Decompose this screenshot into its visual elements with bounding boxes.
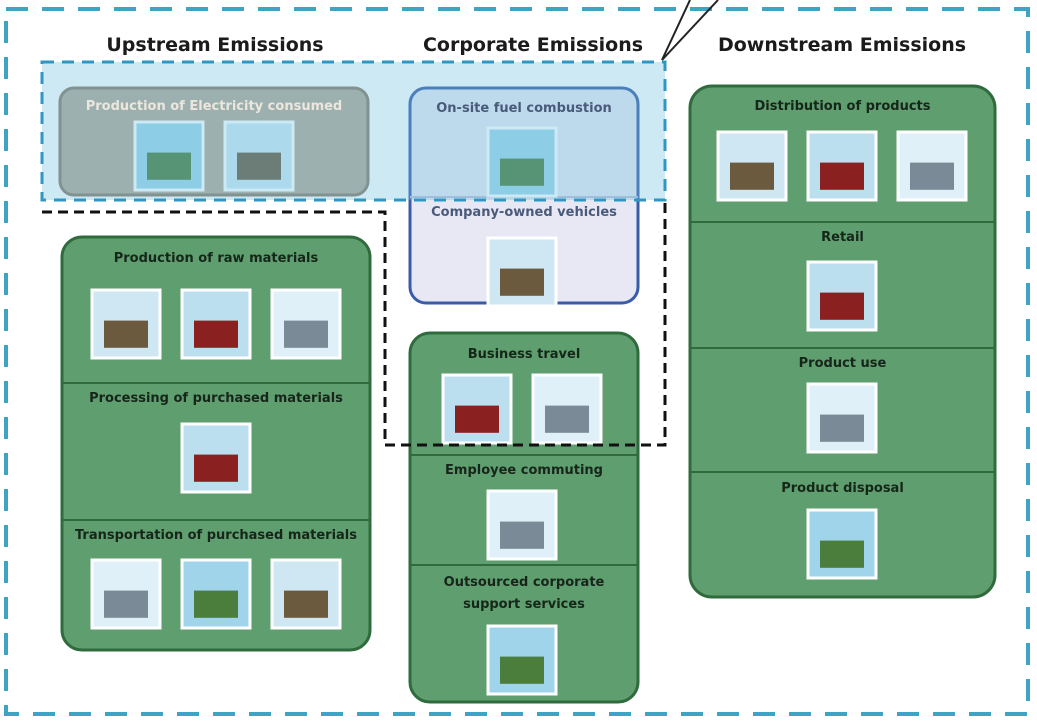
icon-part (820, 541, 864, 568)
column-heading: Upstream Emissions (106, 34, 323, 56)
section-label: Employee commuting (410, 460, 638, 482)
icon (718, 132, 786, 200)
icon-part (194, 591, 238, 618)
icon-part (545, 406, 589, 433)
icon-part (820, 415, 864, 442)
column-heading: Downstream Emissions (718, 34, 966, 56)
icon (182, 560, 250, 628)
scope2-highlight (42, 62, 665, 200)
icon (182, 424, 250, 492)
icon (92, 290, 160, 358)
icon (898, 132, 966, 200)
icon (488, 626, 556, 694)
icon (92, 560, 160, 628)
section-label: Production of raw materials (62, 248, 370, 270)
icon-part (500, 269, 544, 296)
icon-part (104, 321, 148, 348)
section-label: Processing of purchased materials (62, 388, 370, 410)
icon-part (500, 657, 544, 684)
section-label: Production of Electricity consumed (60, 96, 368, 118)
icon (272, 560, 340, 628)
icon (533, 375, 601, 443)
icon-part (820, 163, 864, 190)
section-label: Business travel (410, 344, 638, 366)
column-heading: Corporate Emissions (423, 34, 643, 56)
icon (488, 491, 556, 559)
icon-part (820, 293, 864, 320)
icon (182, 290, 250, 358)
diagram: Upstream Emissions Corporate Emissions Dow… (0, 0, 1037, 721)
section-label: Product use (690, 353, 995, 375)
icon (808, 510, 876, 578)
icon-part (455, 406, 499, 433)
icon-part (104, 591, 148, 618)
icon-part (194, 455, 238, 482)
icon-part (730, 163, 774, 190)
section-label: Distribution of products (690, 96, 995, 118)
icon (272, 290, 340, 358)
section-label: On-site fuel combustion (410, 98, 638, 120)
icon-part (284, 321, 328, 348)
section-label: Outsourced corporate support services (430, 572, 618, 616)
icon (488, 238, 556, 306)
section-label: Retail (690, 227, 995, 249)
section-label: Transportation of purchased materials (62, 525, 370, 547)
section-label: Company-owned vehicles (410, 202, 638, 224)
icon (808, 132, 876, 200)
icon-part (194, 321, 238, 348)
icon-part (284, 591, 328, 618)
icon (443, 375, 511, 443)
icon (808, 262, 876, 330)
icon (808, 384, 876, 452)
icon-part (500, 522, 544, 549)
icon-part (910, 163, 954, 190)
section-label: Product disposal (690, 478, 995, 500)
